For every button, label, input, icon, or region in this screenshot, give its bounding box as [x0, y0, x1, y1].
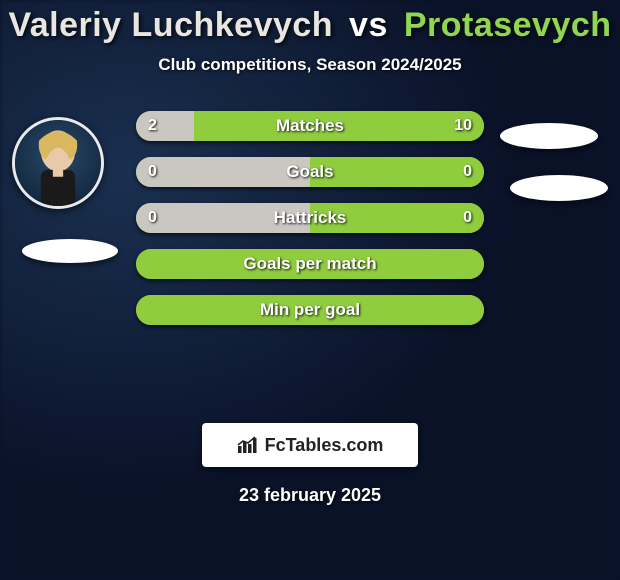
stat-value-a: 0 [136, 203, 169, 233]
stat-row: Goals0 0 [136, 157, 484, 187]
stat-label: Goals [136, 157, 484, 187]
player-b-marker-1 [500, 123, 598, 149]
stat-row: Matches2 10 [136, 111, 484, 141]
stat-value-a: 2 [136, 111, 169, 141]
avatar-placeholder-icon [15, 120, 101, 206]
vs-label: vs [349, 6, 388, 44]
comparison-card: Valeriy Luchkevych vs Protasevych Club c… [0, 0, 620, 506]
date-label: 23 february 2025 [0, 485, 620, 506]
stat-label: Hattricks [136, 203, 484, 233]
stat-value-b: 10 [442, 111, 484, 141]
stat-bars: Matches210Goals00Hattricks00Goals per ma… [136, 111, 484, 341]
branding-text: FcTables.com [265, 435, 384, 456]
player-a-avatar [12, 117, 104, 209]
player-b-marker-2 [510, 175, 608, 201]
stat-label: Goals per match [136, 249, 484, 279]
subtitle: Club competitions, Season 2024/2025 [0, 55, 620, 75]
stat-label: Matches [136, 111, 484, 141]
stat-row: Goals per match [136, 249, 484, 279]
player-a-name: Valeriy Luchkevych [8, 6, 333, 44]
player-b-name: Protasevych [404, 6, 612, 44]
stat-row: Min per goal [136, 295, 484, 325]
stats-arena: Matches210Goals00Hattricks00Goals per ma… [0, 99, 620, 419]
stat-value-b: 0 [451, 157, 484, 187]
stat-value-a: 0 [136, 157, 169, 187]
page-title: Valeriy Luchkevych vs Protasevych [0, 6, 620, 45]
player-a-shadow [22, 239, 118, 263]
stat-value-b: 0 [451, 203, 484, 233]
stat-label: Min per goal [136, 295, 484, 325]
stat-row: Hattricks0 0 [136, 203, 484, 233]
bar-chart-icon [237, 436, 259, 454]
branding-badge: FcTables.com [202, 423, 418, 467]
